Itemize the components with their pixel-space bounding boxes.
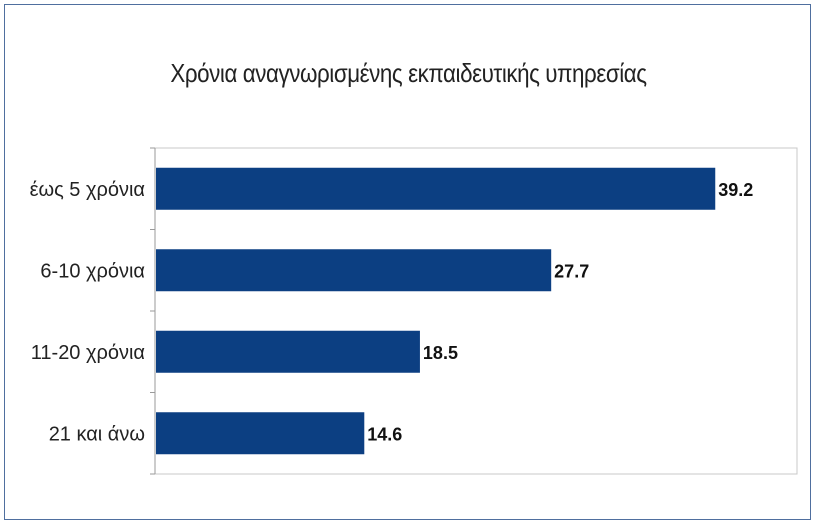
value-label: 14.6	[367, 424, 402, 444]
bar	[156, 412, 365, 455]
value-label: 39.2	[718, 180, 753, 200]
category-label: 6-10 χρόνια	[40, 260, 145, 282]
bar	[156, 167, 716, 210]
value-label: 18.5	[423, 343, 458, 363]
value-label: 27.7	[554, 261, 589, 281]
plot-area	[150, 147, 798, 475]
bars	[156, 167, 716, 455]
bar	[156, 249, 552, 292]
category-labels: έως 5 χρόνια 6-10 χρόνια 11-20 χρόνια 21 κα…	[30, 179, 145, 446]
category-label: έως 5 χρόνια	[30, 179, 145, 201]
bar	[156, 330, 420, 373]
chart-title: Χρόνια αναγνωρισμένης εκπαιδευτικής υπηρ…	[170, 58, 647, 88]
value-labels: 39.2 27.7 18.5 14.6	[367, 180, 753, 445]
category-label: 21 και άνω	[49, 423, 145, 445]
category-label: 11-20 χρόνια	[31, 342, 145, 364]
